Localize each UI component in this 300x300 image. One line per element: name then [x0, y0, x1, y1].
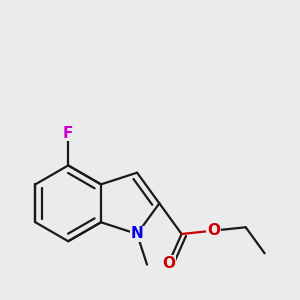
- Text: O: O: [162, 256, 175, 271]
- Text: F: F: [63, 126, 74, 141]
- Text: O: O: [207, 223, 220, 238]
- Text: N: N: [131, 226, 143, 242]
